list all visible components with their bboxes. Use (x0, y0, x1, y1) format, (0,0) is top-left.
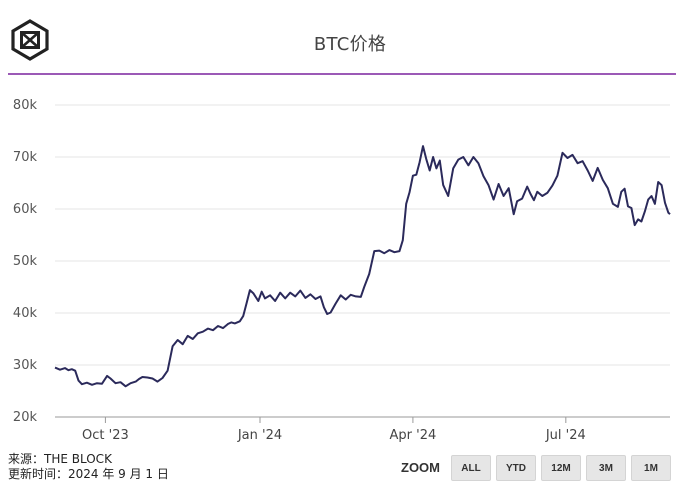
x-tick-label: Oct '23 (82, 428, 129, 443)
zoom-ytd-button[interactable]: YTD (496, 455, 536, 481)
x-tick-label: Jan '24 (237, 428, 282, 443)
the-block-logo (8, 18, 52, 62)
updated-label: 更新时间：2024 年 9 月 1 日 (8, 467, 169, 481)
zoom-12m-button[interactable]: 12M (541, 455, 581, 481)
zoom-label: ZOOM (401, 460, 440, 475)
y-tick-label: 40k (13, 306, 38, 321)
source-note: 来源：THE BLOCK 更新时间：2024 年 9 月 1 日 (8, 452, 169, 482)
y-tick-label: 60k (13, 202, 38, 217)
y-tick-label: 50k (13, 254, 38, 269)
zoom-1m-button[interactable]: 1M (631, 455, 671, 481)
title-divider (8, 73, 676, 75)
x-tick-label: Apr '24 (390, 428, 437, 443)
y-tick-label: 70k (13, 150, 38, 165)
chart-title: BTC价格 (313, 34, 387, 55)
btc-price-chart: 20k 30k 40k 50k 60k 70k 80k Oct '23 Jan '24 Apr … (13, 98, 671, 443)
source-label: 来源：THE BLOCK (8, 452, 112, 466)
cube-logo-icon (11, 19, 49, 61)
x-tick-label: Jul '24 (545, 428, 586, 443)
y-tick-label: 20k (13, 410, 38, 425)
zoom-3m-button[interactable]: 3M (586, 455, 626, 481)
y-tick-label: 30k (13, 358, 38, 373)
y-tick-label: 80k (13, 98, 38, 113)
x-axis-ticks: Oct '23 Jan '24 Apr '24 Jul '24 (82, 417, 586, 443)
y-axis-ticks: 20k 30k 40k 50k 60k 70k 80k (13, 98, 38, 425)
btc-price-line (54, 145, 671, 388)
grid-lines (55, 104, 670, 366)
zoom-all-button[interactable]: ALL (451, 455, 491, 481)
